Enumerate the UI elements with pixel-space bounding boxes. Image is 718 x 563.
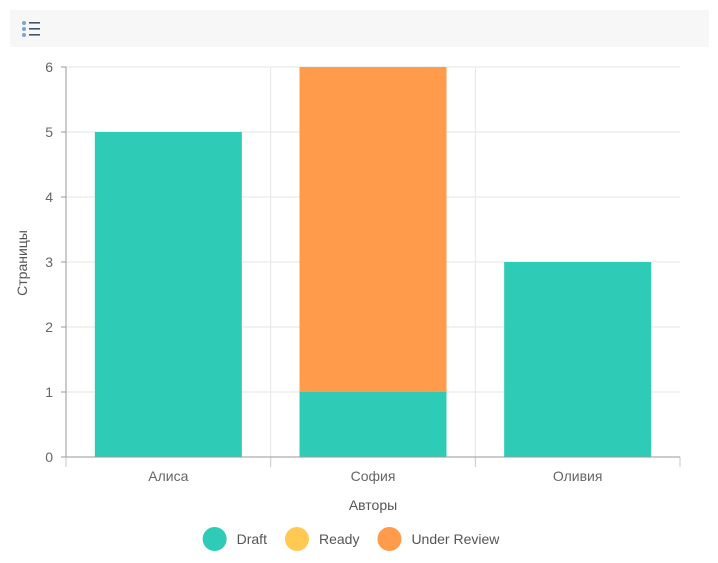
y-tick-label: 4 <box>45 189 53 205</box>
chart-toolbar <box>10 10 709 47</box>
legend-item-under-review[interactable]: Under Review <box>377 527 500 551</box>
bar-under-review[interactable] <box>299 67 447 392</box>
y-tick-label: 3 <box>45 254 53 270</box>
legend: Draft Ready Under Review <box>202 527 500 551</box>
x-tick-label: Оливия <box>553 468 603 484</box>
y-tick-label: 6 <box>45 59 53 75</box>
legend-item-draft[interactable]: Draft <box>202 527 267 551</box>
axes: 0 1 2 3 4 5 6 Алиса София Оливия <box>45 59 681 484</box>
legend-label: Under Review <box>411 531 500 547</box>
legend-marker <box>377 527 402 551</box>
list-menu-button[interactable] <box>20 18 42 40</box>
y-tick-label: 1 <box>45 384 53 400</box>
x-axis-title: Авторы <box>349 497 397 513</box>
bar-draft[interactable] <box>504 262 652 457</box>
legend-label: Ready <box>319 531 359 547</box>
legend-marker <box>202 527 227 551</box>
y-axis-title: Страницы <box>14 230 30 296</box>
bar-draft[interactable] <box>299 392 447 457</box>
y-tick-label: 0 <box>45 449 53 465</box>
x-tick-label: София <box>351 468 396 484</box>
y-tick-label: 5 <box>45 124 53 140</box>
legend-marker <box>284 527 309 551</box>
legend-label: Draft <box>237 531 267 547</box>
bar-draft[interactable] <box>94 132 242 457</box>
x-tick-label: Алиса <box>148 468 188 484</box>
legend-item-ready[interactable]: Ready <box>284 527 359 551</box>
bars <box>94 67 652 457</box>
list-menu-icon <box>22 21 40 37</box>
y-tick-label: 2 <box>45 319 53 335</box>
